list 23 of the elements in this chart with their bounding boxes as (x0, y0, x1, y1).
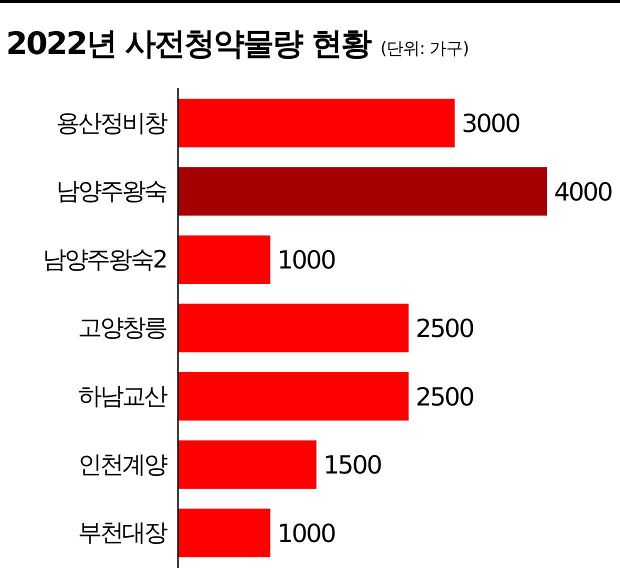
y-tick-label: 남양주왕숙 (56, 177, 167, 206)
bar (178, 235, 270, 284)
data-label: 1000 (277, 246, 336, 275)
y-tick-label: 하남교산 (78, 382, 168, 410)
bar (178, 167, 547, 216)
bar (178, 98, 455, 148)
bar (178, 304, 409, 352)
data-label: 1500 (323, 450, 382, 480)
data-label: 4000 (554, 177, 612, 206)
y-tick-label: 남양주왕숙2 (42, 245, 166, 274)
y-tick-label: 인천계양 (78, 450, 168, 478)
bar (178, 440, 316, 489)
y-tick-label: 고양창릉 (78, 314, 167, 342)
y-tick-label: 용산정비창 (56, 108, 168, 137)
bar (178, 508, 270, 558)
data-label: 1000 (277, 518, 336, 548)
data-label: 2500 (416, 314, 474, 343)
bar (178, 372, 409, 421)
y-tick-label: 부천대장 (78, 518, 168, 547)
data-label: 3000 (462, 109, 520, 138)
data-label: 2500 (416, 382, 474, 412)
chart-title: 2022년 사전청약물량 현황 (6, 26, 372, 62)
chart-subtitle: (단위: 가구) (380, 39, 469, 59)
